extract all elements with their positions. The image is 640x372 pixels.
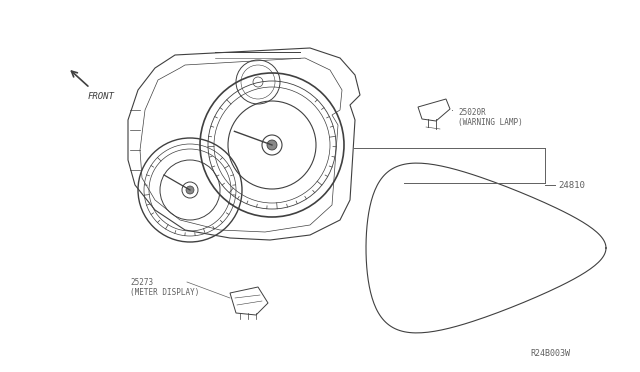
Text: FRONT: FRONT (88, 92, 115, 101)
Circle shape (186, 186, 194, 194)
Text: 25020R
(WARNING LAMP): 25020R (WARNING LAMP) (458, 108, 523, 127)
Text: R24B003W: R24B003W (530, 349, 570, 358)
Text: 25273
(METER DISPLAY): 25273 (METER DISPLAY) (130, 278, 200, 297)
Text: 24810: 24810 (558, 180, 585, 189)
Circle shape (267, 140, 277, 150)
